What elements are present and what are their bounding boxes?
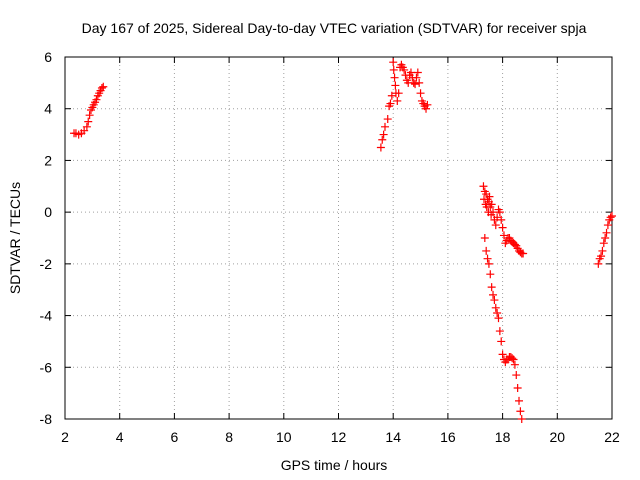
data-point: [486, 270, 495, 279]
data-point: [485, 192, 494, 201]
data-point: [389, 58, 398, 67]
y-axis-label: SDTVAR / TECUs: [7, 182, 23, 294]
data-point: [423, 100, 432, 109]
data-point: [489, 208, 498, 217]
data-point: [394, 89, 403, 98]
data-point: [601, 234, 610, 242]
data-point: [606, 213, 615, 222]
data-point: [84, 117, 93, 126]
data-point: [483, 254, 492, 263]
data-point: [497, 215, 506, 224]
data-point: [400, 65, 409, 74]
data-point: [490, 296, 499, 305]
data-point: [602, 228, 611, 237]
data-point: [513, 383, 522, 392]
data-point: [422, 104, 431, 113]
data-point: [491, 221, 500, 230]
data-point: [491, 303, 500, 312]
data-point: [99, 82, 108, 91]
data-point: [97, 84, 106, 93]
x-tick-label: 8: [225, 429, 233, 445]
data-point: [479, 182, 488, 191]
data-point: [412, 73, 421, 82]
y-tick-label: 4: [44, 101, 52, 117]
x-tick-label: 6: [171, 429, 179, 445]
data-point: [387, 91, 396, 100]
y-axis: 6 4 2 0 -2 -4 -6 -8: [40, 49, 612, 427]
data-point: [493, 213, 502, 222]
data-point: [510, 360, 519, 369]
data-point: [508, 354, 517, 363]
data-point: [416, 89, 425, 98]
data-point: [480, 234, 489, 242]
data-point: [494, 314, 503, 323]
data-point: [482, 246, 491, 255]
data-point: [389, 65, 398, 74]
data-point: [380, 122, 389, 131]
data-point: [509, 355, 518, 364]
data-point: [597, 252, 606, 261]
data-point: [517, 415, 526, 423]
data-point: [386, 99, 395, 108]
data-point: [598, 246, 607, 255]
data-point: [599, 239, 608, 248]
data-point: [499, 231, 508, 240]
data-point: [379, 130, 388, 139]
data-point: [413, 68, 422, 77]
data-point: [519, 249, 528, 258]
data-point: [390, 73, 399, 82]
data-point: [376, 143, 385, 152]
data-point: [594, 259, 603, 268]
data-point: [484, 259, 493, 268]
data-point: [493, 308, 502, 317]
data-point: [495, 208, 504, 217]
data-point: [498, 223, 507, 232]
x-tick-label: 16: [440, 429, 456, 445]
data-point: [411, 80, 420, 89]
y-tick-label: 2: [44, 152, 52, 168]
y-tick-label: -6: [40, 359, 53, 375]
data-point: [378, 135, 387, 144]
data-point: [415, 78, 424, 87]
y-tick-label: -8: [40, 411, 53, 427]
data-point: [516, 407, 525, 416]
x-tick-label: 20: [550, 429, 566, 445]
data-point: [391, 81, 400, 90]
x-tick-label: 18: [495, 429, 511, 445]
data-point: [406, 68, 415, 77]
data-point: [512, 371, 521, 380]
data-point: [82, 122, 91, 131]
data-point: [497, 337, 506, 346]
data-point: [608, 212, 616, 221]
data-point: [383, 115, 392, 124]
data-point: [495, 327, 504, 336]
x-tick-label: 4: [116, 429, 124, 445]
y-tick-label: -4: [40, 308, 53, 324]
x-tick-label: 12: [331, 429, 347, 445]
x-tick-label: 14: [385, 429, 401, 445]
x-axis-label: GPS time / hours: [281, 457, 388, 473]
data-point: [393, 96, 402, 105]
data-point: [92, 95, 101, 104]
y-tick-label: 0: [44, 204, 52, 220]
data-point: [487, 283, 496, 292]
data-point: [85, 111, 94, 120]
y-tick-label: -2: [40, 256, 53, 272]
data-point: [498, 350, 507, 359]
y-tick-label: 6: [44, 49, 52, 65]
data-point: [515, 396, 524, 405]
x-tick-label: 2: [61, 429, 69, 445]
x-axis: 2 4 6 8 10 12 14 16 18 20 22: [61, 57, 620, 445]
chart-title: Day 167 of 2025, Sidereal Day-to-day VTE…: [82, 20, 587, 36]
x-tick-label: 10: [276, 429, 292, 445]
data-point: [489, 290, 498, 299]
data-point: [603, 221, 612, 230]
data-points: [70, 58, 616, 423]
grid-lines: [65, 57, 612, 419]
x-tick-label: 22: [604, 429, 620, 445]
data-point: [487, 200, 496, 209]
